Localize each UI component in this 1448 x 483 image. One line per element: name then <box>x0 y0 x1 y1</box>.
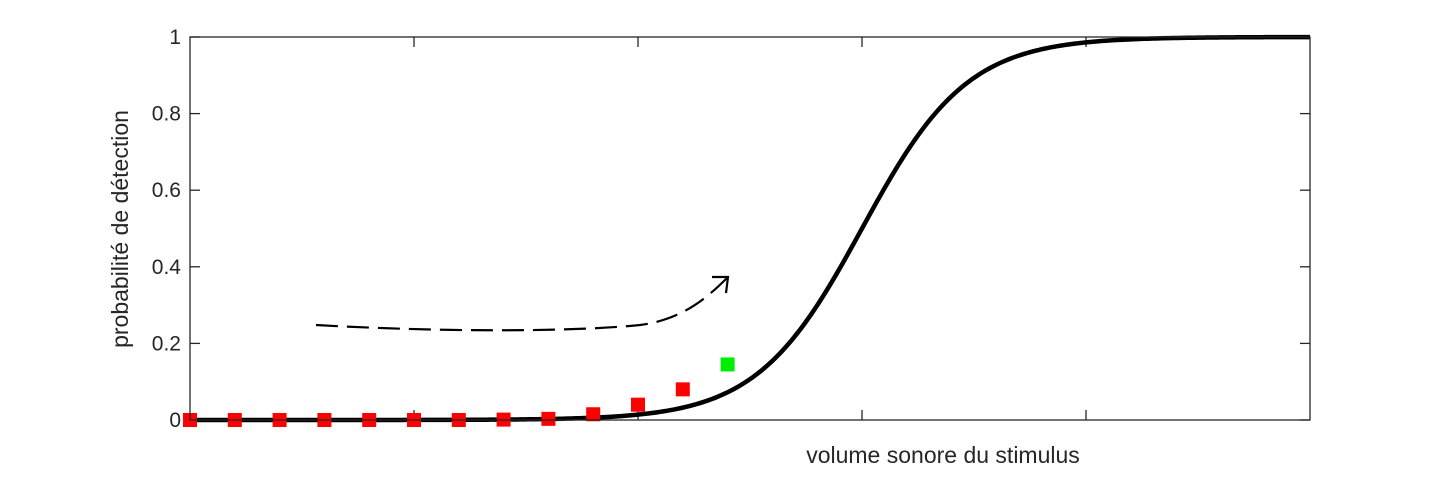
y-tick-label: 0.2 <box>152 332 181 355</box>
arrow-head-icon <box>712 275 730 294</box>
y-tick-label: 0.4 <box>152 256 182 279</box>
psychometric-curve <box>190 34 1310 423</box>
points-layer <box>183 357 735 427</box>
data-point <box>675 382 690 397</box>
data-point <box>631 397 645 412</box>
data-point <box>720 357 735 372</box>
x-axis-label: volume sonore du stimulus <box>806 442 1080 468</box>
curve-layer <box>190 34 1310 423</box>
y-axis-ticks: 0 0.2 0.4 0.6 0.8 1 <box>152 26 1310 432</box>
annotation-layer <box>315 275 730 332</box>
y-axis-label: probabilité de détection <box>107 110 133 348</box>
y-tick-label: 1 <box>169 26 181 49</box>
data-point <box>541 411 556 426</box>
dashed-arrow-line <box>315 277 728 332</box>
y-tick-label: 0.8 <box>152 103 181 126</box>
data-point <box>586 407 601 422</box>
x-axis-ticks <box>413 37 1087 420</box>
plot-area-border <box>189 36 1311 421</box>
y-tick-label: 0 <box>169 409 181 432</box>
y-tick-label: 0.6 <box>152 179 181 202</box>
